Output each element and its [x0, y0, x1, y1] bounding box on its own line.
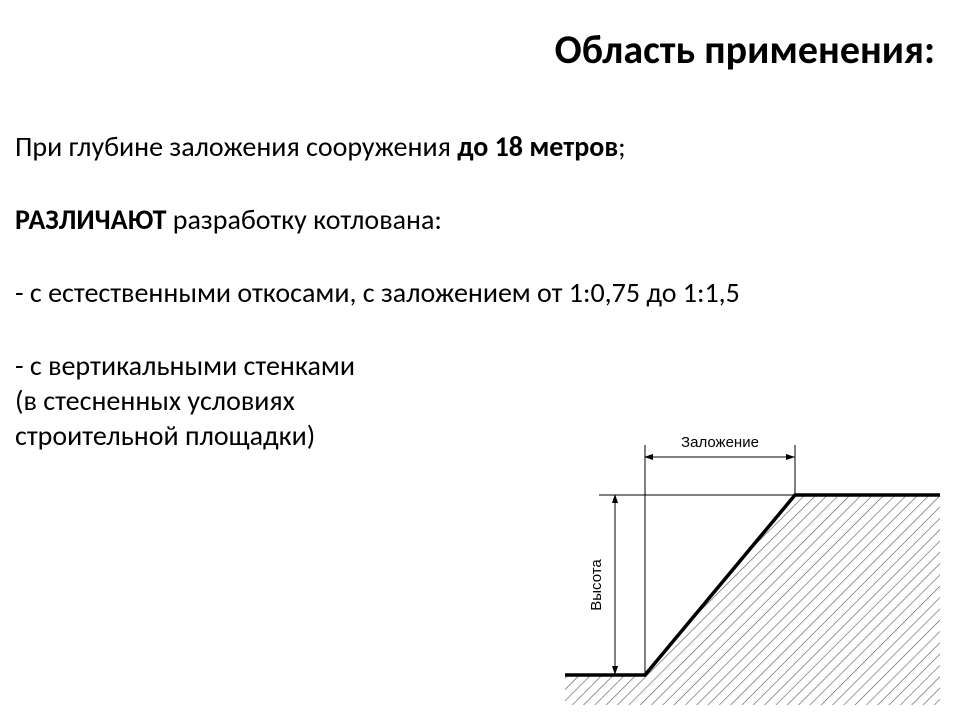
body-text: При глубине заложения сооружения до 18 м… — [15, 129, 945, 453]
p4-line2: (в стесненных условиях — [15, 383, 295, 418]
p4-line3: строительной площадки) — [15, 418, 315, 453]
p1-post: ; — [618, 129, 626, 164]
p2-rest: разработку котлована: — [166, 202, 441, 237]
p1-pre: При глубине заложения сооружения — [15, 129, 457, 164]
slope-diagram: Заложение Высота — [545, 415, 945, 705]
paragraph-depth: При глубине заложения сооружения до 18 м… — [15, 129, 945, 164]
paragraph-natural-slopes: - с естественными откосами, с заложением… — [15, 275, 945, 310]
svg-text:Заложение: Заложение — [681, 434, 759, 451]
p1-bold: до 18 метров — [457, 129, 618, 164]
p4-line1: - с вертикальными стенками — [15, 348, 355, 383]
paragraph-distinguish: РАЗЛИЧАЮТ разработку котлована: — [15, 202, 945, 237]
svg-text:Высота: Высота — [588, 559, 605, 611]
p2-bold: РАЗЛИЧАЮТ — [15, 202, 166, 237]
slide-title: Область применения: — [15, 25, 945, 74]
slide: Область применения: При глубине заложени… — [0, 0, 960, 720]
